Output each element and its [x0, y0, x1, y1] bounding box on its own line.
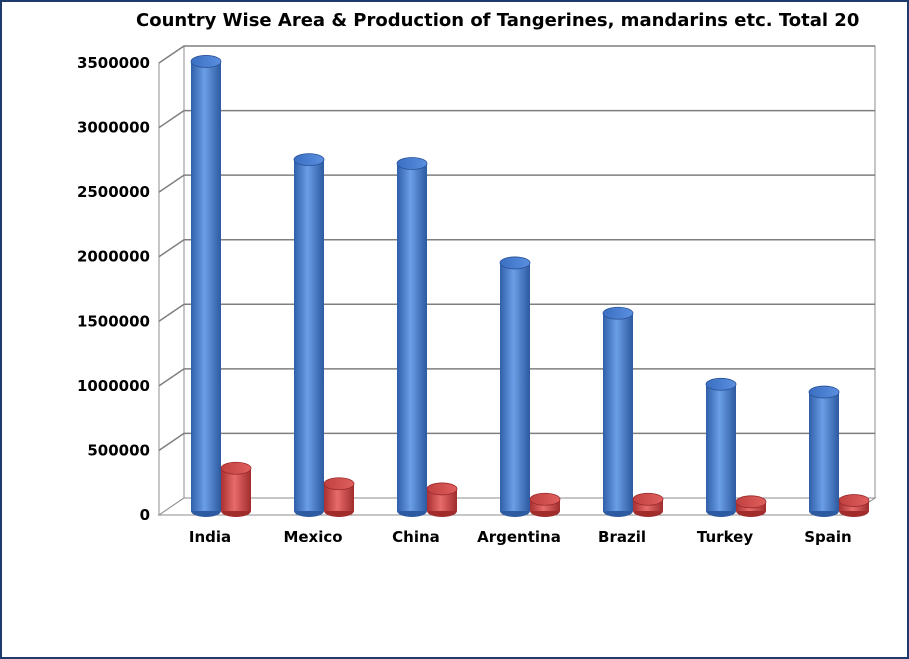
bar	[293, 153, 325, 517]
bar	[808, 385, 840, 517]
bar	[602, 306, 634, 517]
side-wall	[158, 45, 185, 516]
x-tick-label: Mexico	[283, 528, 342, 546]
y-tick-label: 3000000	[77, 119, 150, 137]
bar-body	[191, 61, 221, 511]
bar-body	[809, 392, 839, 511]
x-tick-label: Brazil	[598, 528, 646, 546]
x-tick-label: Argentina	[477, 528, 561, 546]
gridline	[158, 45, 875, 64]
bar-top	[838, 494, 870, 507]
bar	[499, 256, 531, 517]
bar-top	[735, 495, 767, 509]
gridline	[158, 303, 875, 322]
gridline	[158, 368, 875, 387]
bar-top	[190, 55, 222, 68]
bar-top	[632, 492, 664, 506]
bar-top	[705, 377, 737, 391]
bar-top	[529, 492, 561, 506]
bar-top	[426, 482, 458, 496]
gridline	[158, 174, 875, 193]
bar	[396, 157, 428, 517]
bar-body	[500, 262, 530, 511]
bar-body	[706, 384, 736, 511]
y-tick-label: 0	[140, 506, 150, 524]
chart-title: Country Wise Area & Production of Tanger…	[136, 10, 860, 31]
y-tick-label: 2500000	[77, 183, 150, 201]
bar-top	[396, 157, 428, 170]
y-tick-label: 3500000	[77, 54, 150, 72]
gridline	[158, 432, 875, 452]
chart-title-container: Country Wise Area & Production of Tanger…	[0, 10, 907, 38]
bar	[705, 377, 737, 517]
bar	[529, 492, 561, 517]
bar	[632, 492, 664, 517]
bar-top	[808, 385, 840, 399]
x-tick-label: Turkey	[697, 528, 753, 546]
x-tick-label: India	[189, 528, 231, 546]
y-tick-label: 500000	[87, 441, 150, 459]
bar-top	[602, 306, 634, 320]
bar-top	[293, 153, 325, 167]
x-tick-label: Spain	[804, 528, 851, 546]
bar	[838, 494, 870, 517]
x-tick-label: China	[392, 528, 440, 546]
bar	[735, 495, 767, 517]
gridline	[158, 238, 875, 258]
bar-top	[323, 477, 355, 491]
bar-body	[397, 163, 427, 512]
bar-body	[294, 159, 324, 511]
bar	[190, 55, 222, 517]
bar-body	[603, 313, 633, 511]
y-tick-label: 1000000	[77, 377, 150, 395]
bar	[426, 482, 458, 517]
bar-top	[499, 256, 531, 270]
bar-top	[220, 461, 252, 475]
bar	[220, 461, 252, 517]
y-tick-label: 1500000	[77, 312, 150, 330]
bar-body	[221, 468, 251, 511]
gridline	[158, 109, 875, 129]
bar	[323, 477, 355, 517]
y-tick-label: 2000000	[77, 248, 150, 266]
